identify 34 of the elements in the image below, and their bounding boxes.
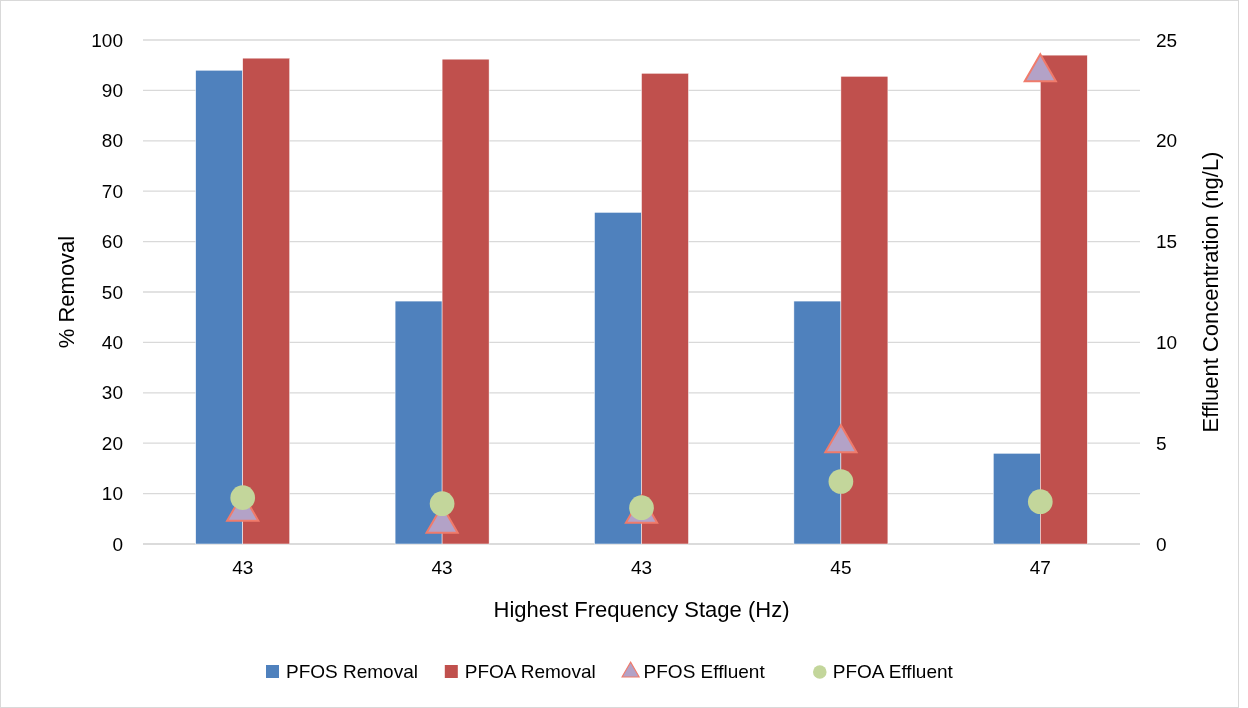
y-tick-label: 50 <box>101 281 123 303</box>
y2-tick-label: 25 <box>1156 29 1178 51</box>
y2-tick-label: 0 <box>1156 533 1167 555</box>
point <box>1023 53 1057 83</box>
point <box>230 485 256 510</box>
y2-axis-title: Effluent Concentration (ng/L) <box>1198 151 1223 433</box>
y-tick-label: 90 <box>101 80 123 102</box>
x-tick-label: 43 <box>431 557 453 578</box>
x-axis-title: Highest Frequency Stage (Hz) <box>493 597 790 622</box>
y-tick-label: 100 <box>91 29 123 51</box>
y2-tick-label: 10 <box>1156 332 1178 354</box>
y2-tick-label: 5 <box>1156 432 1167 454</box>
x-tick-label: 43 <box>232 557 254 578</box>
legend-label: PFOA Effluent <box>832 661 954 682</box>
point <box>429 491 455 517</box>
y-tick-label: 40 <box>101 332 123 354</box>
y-tick-label: 10 <box>101 483 123 505</box>
y-tick-label: 70 <box>101 180 123 202</box>
legend-label: PFOA Removal <box>464 661 596 682</box>
x-tick-label: 47 <box>1029 557 1051 578</box>
y-tick-label: 20 <box>101 432 123 454</box>
y-axis-title: % Removal <box>54 235 79 349</box>
point <box>828 469 854 494</box>
y-tick-label: 0 <box>112 533 123 555</box>
x-tick-label: 43 <box>630 557 653 578</box>
y2-tick-label: 20 <box>1156 130 1178 152</box>
x-tick-label: 45 <box>830 557 852 578</box>
y-tick-label: 80 <box>101 130 123 152</box>
legend-label: PFOS Removal <box>286 661 418 682</box>
y-tick-label: 60 <box>101 231 123 253</box>
legend-label: PFOS Effluent <box>643 661 766 682</box>
y-tick-label: 30 <box>101 382 123 404</box>
y2-tick-label: 15 <box>1156 231 1178 253</box>
point <box>1027 489 1053 514</box>
